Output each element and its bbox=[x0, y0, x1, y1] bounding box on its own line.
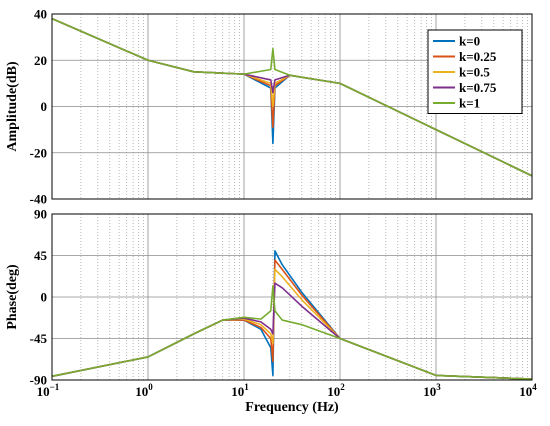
y-axis-label: Amplitude(dB) bbox=[5, 61, 20, 152]
axes-frame bbox=[51, 213, 533, 381]
x-tick-label: 101 bbox=[231, 382, 249, 399]
y-tick-label: 40 bbox=[34, 7, 47, 22]
y-tick-label: -40 bbox=[30, 192, 47, 207]
series-line-k-1 bbox=[51, 285, 533, 380]
y-tick-label: 90 bbox=[34, 207, 47, 222]
x-tick-label: 102 bbox=[327, 382, 345, 399]
y-tick-label: -45 bbox=[30, 331, 48, 346]
y-axis-label: Phase(deg) bbox=[5, 264, 20, 330]
axes-frame bbox=[51, 13, 533, 200]
y-tick-label: 20 bbox=[34, 53, 47, 68]
x-tick-label: 103 bbox=[423, 382, 441, 399]
x-tick-label: 10−1 bbox=[37, 382, 60, 399]
legend-label: k=0.25 bbox=[459, 49, 497, 64]
x-tick-label: 104 bbox=[519, 382, 537, 399]
legend-label: k=1 bbox=[459, 96, 480, 111]
y-tick-label: 45 bbox=[34, 248, 48, 263]
y-tick-label: 0 bbox=[41, 99, 48, 114]
legend-label: k=0.75 bbox=[459, 80, 497, 95]
phase-panel: -90 -45 0 45 90 Phase(deg) 10−1 100 101 102 103 104… bbox=[5, 207, 537, 416]
legend-label: k=0.5 bbox=[459, 65, 490, 80]
legend: k=0k=0.25k=0.5k=0.75k=1 bbox=[427, 29, 523, 114]
x-axis-label: Frequency (Hz) bbox=[245, 400, 339, 415]
series-line-k-1 bbox=[51, 17, 533, 177]
x-tick-label: 100 bbox=[135, 382, 153, 399]
y-tick-label: 0 bbox=[41, 290, 48, 305]
legend-label: k=0 bbox=[459, 34, 480, 49]
y-tick-label: -90 bbox=[30, 373, 47, 388]
y-tick-label: -20 bbox=[30, 145, 47, 160]
